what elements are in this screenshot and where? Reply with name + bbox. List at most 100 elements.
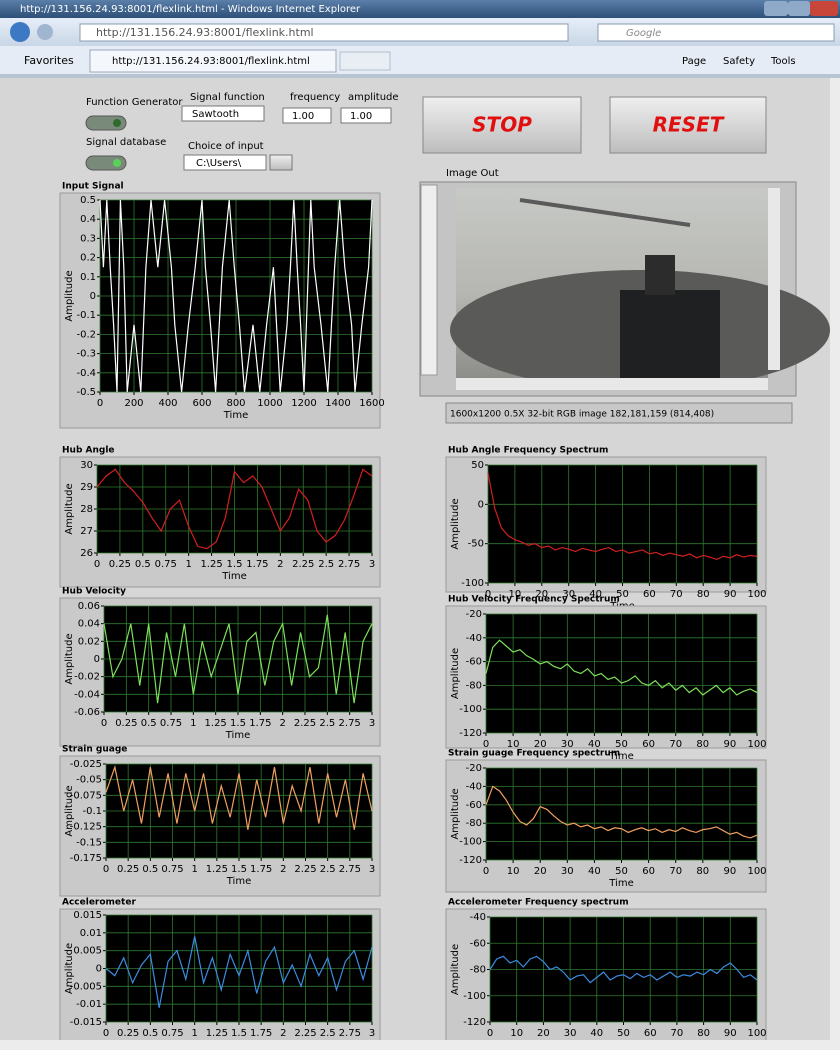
y-tick-label: -0.015 bbox=[70, 1017, 102, 1028]
y-tick-label: 0 bbox=[94, 654, 100, 665]
x-tick-label: 2.5 bbox=[320, 864, 336, 875]
x-tick-label: 60 bbox=[642, 866, 655, 877]
y-tick-label: -80 bbox=[466, 818, 482, 829]
x-tick-label: 1.5 bbox=[231, 1028, 247, 1039]
forward-button[interactable] bbox=[37, 24, 53, 40]
x-tick-label: 20 bbox=[534, 866, 547, 877]
x-tick-label: 0.5 bbox=[135, 559, 151, 570]
address-text: http://131.156.24.93:8001/flexlink.html bbox=[96, 26, 314, 39]
new-tab[interactable] bbox=[340, 52, 390, 70]
y-tick-label: -0.15 bbox=[76, 837, 102, 848]
x-tick-label: 30 bbox=[561, 866, 574, 877]
x-tick-label: 2.5 bbox=[319, 718, 335, 729]
menu-tools[interactable]: Tools bbox=[770, 56, 796, 67]
x-tick-label: 2.5 bbox=[318, 559, 334, 570]
menu-safety[interactable]: Safety bbox=[723, 56, 755, 67]
x-tick-label: 90 bbox=[724, 866, 737, 877]
image-toolbar[interactable] bbox=[421, 185, 437, 375]
y-axis-label: Amplitude bbox=[64, 633, 75, 684]
x-tick-label: 0.75 bbox=[161, 864, 183, 875]
y-axis-label: Amplitude bbox=[64, 785, 75, 836]
body: {"browser": {"title": "http://131.156.24… bbox=[0, 0, 840, 1050]
horizontal-scrollbar[interactable] bbox=[0, 1040, 840, 1050]
browse-button[interactable] bbox=[270, 155, 292, 170]
image-vscroll[interactable] bbox=[768, 188, 780, 370]
menu-page[interactable]: Page bbox=[682, 56, 706, 67]
reset-label: RESET bbox=[653, 113, 725, 137]
x-tick-label: 2.75 bbox=[338, 559, 360, 570]
chart-title: Strain guage Frequency spectrum bbox=[448, 749, 620, 759]
x-tick-label: 80 bbox=[696, 739, 709, 750]
amplitude-value: 1.00 bbox=[350, 111, 372, 122]
chart-title: Hub Velocity Frequency Spectrum bbox=[448, 595, 620, 605]
minimize-button[interactable] bbox=[764, 1, 788, 16]
x-tick-label: 2.25 bbox=[294, 1028, 316, 1039]
x-tick-label: 0 bbox=[94, 559, 100, 570]
x-tick-label: 100 bbox=[747, 1028, 766, 1039]
window-title: http://131.156.24.93:8001/flexlink.html … bbox=[20, 4, 361, 15]
y-tick-label: 0.01 bbox=[80, 928, 102, 939]
y-tick-label: -0.06 bbox=[74, 707, 100, 718]
y-tick-label: 0.02 bbox=[78, 636, 100, 647]
x-tick-label: 1 bbox=[191, 864, 197, 875]
x-tick-label: 90 bbox=[724, 1028, 737, 1039]
x-tick-label: 2.75 bbox=[339, 1028, 361, 1039]
image-device-box bbox=[620, 290, 720, 378]
x-tick-label: 3 bbox=[369, 559, 375, 570]
x-tick-label: 1400 bbox=[325, 398, 350, 409]
x-tick-label: 1.25 bbox=[206, 864, 228, 875]
y-tick-label: -100 bbox=[461, 578, 484, 589]
chart-title: Input Signal bbox=[62, 182, 124, 192]
x-tick-label: 50 bbox=[615, 866, 628, 877]
x-tick-label: 2 bbox=[277, 559, 283, 570]
y-tick-label: 0.5 bbox=[80, 195, 96, 206]
image-hscroll[interactable] bbox=[456, 378, 768, 390]
x-tick-label: 2 bbox=[279, 718, 285, 729]
x-tick-label: 1000 bbox=[257, 398, 282, 409]
maximize-button[interactable] bbox=[788, 1, 810, 16]
x-tick-label: 0.75 bbox=[161, 1028, 183, 1039]
y-tick-label: 26 bbox=[80, 548, 93, 559]
choice-of-input-label: Choice of input bbox=[188, 141, 264, 152]
x-tick-label: 0 bbox=[103, 1028, 109, 1039]
x-tick-label: 0 bbox=[487, 1028, 493, 1039]
x-tick-label: 0.5 bbox=[142, 1028, 158, 1039]
x-tick-label: 70 bbox=[671, 1028, 684, 1039]
image-out-label: Image Out bbox=[446, 168, 499, 179]
back-button[interactable] bbox=[10, 22, 30, 42]
y-tick-label: -0.1 bbox=[76, 310, 96, 321]
x-tick-label: 60 bbox=[642, 739, 655, 750]
y-tick-label: -0.02 bbox=[74, 672, 100, 683]
y-tick-label: -60 bbox=[466, 800, 482, 811]
x-tick-label: 1.25 bbox=[206, 1028, 228, 1039]
y-axis-label: Amplitude bbox=[450, 788, 461, 839]
y-tick-label: -100 bbox=[459, 837, 482, 848]
x-tick-label: 2 bbox=[280, 864, 286, 875]
x-tick-label: 1 bbox=[190, 718, 196, 729]
x-tick-label: 40 bbox=[590, 1028, 603, 1039]
x-tick-label: 1.75 bbox=[250, 1028, 272, 1039]
x-tick-label: 2.75 bbox=[339, 718, 361, 729]
x-axis-label: Time bbox=[225, 730, 250, 741]
x-tick-label: 1.5 bbox=[230, 718, 246, 729]
y-tick-label: -0.04 bbox=[74, 689, 100, 700]
x-tick-label: 10 bbox=[507, 866, 520, 877]
y-tick-label: 0.04 bbox=[78, 619, 100, 630]
y-tick-label: -0.175 bbox=[70, 853, 102, 864]
x-tick-label: 0.25 bbox=[115, 718, 137, 729]
y-axis-label: Amplitude bbox=[450, 498, 461, 549]
x-tick-label: 80 bbox=[697, 589, 710, 600]
close-button[interactable] bbox=[810, 1, 838, 16]
x-tick-label: 2.25 bbox=[292, 559, 314, 570]
favorites-label[interactable]: Favorites bbox=[24, 54, 74, 67]
chrome-border bbox=[0, 74, 840, 78]
x-tick-label: 80 bbox=[697, 1028, 710, 1039]
x-tick-label: 200 bbox=[124, 398, 143, 409]
vertical-scrollbar[interactable] bbox=[830, 78, 840, 1040]
y-tick-label: 0.015 bbox=[73, 910, 102, 921]
x-tick-label: 1.75 bbox=[246, 559, 268, 570]
y-tick-label: -0.01 bbox=[76, 999, 102, 1010]
y-tick-label: 27 bbox=[80, 526, 93, 537]
y-tick-label: 0.06 bbox=[78, 601, 100, 612]
x-axis-label: Time bbox=[223, 410, 248, 421]
